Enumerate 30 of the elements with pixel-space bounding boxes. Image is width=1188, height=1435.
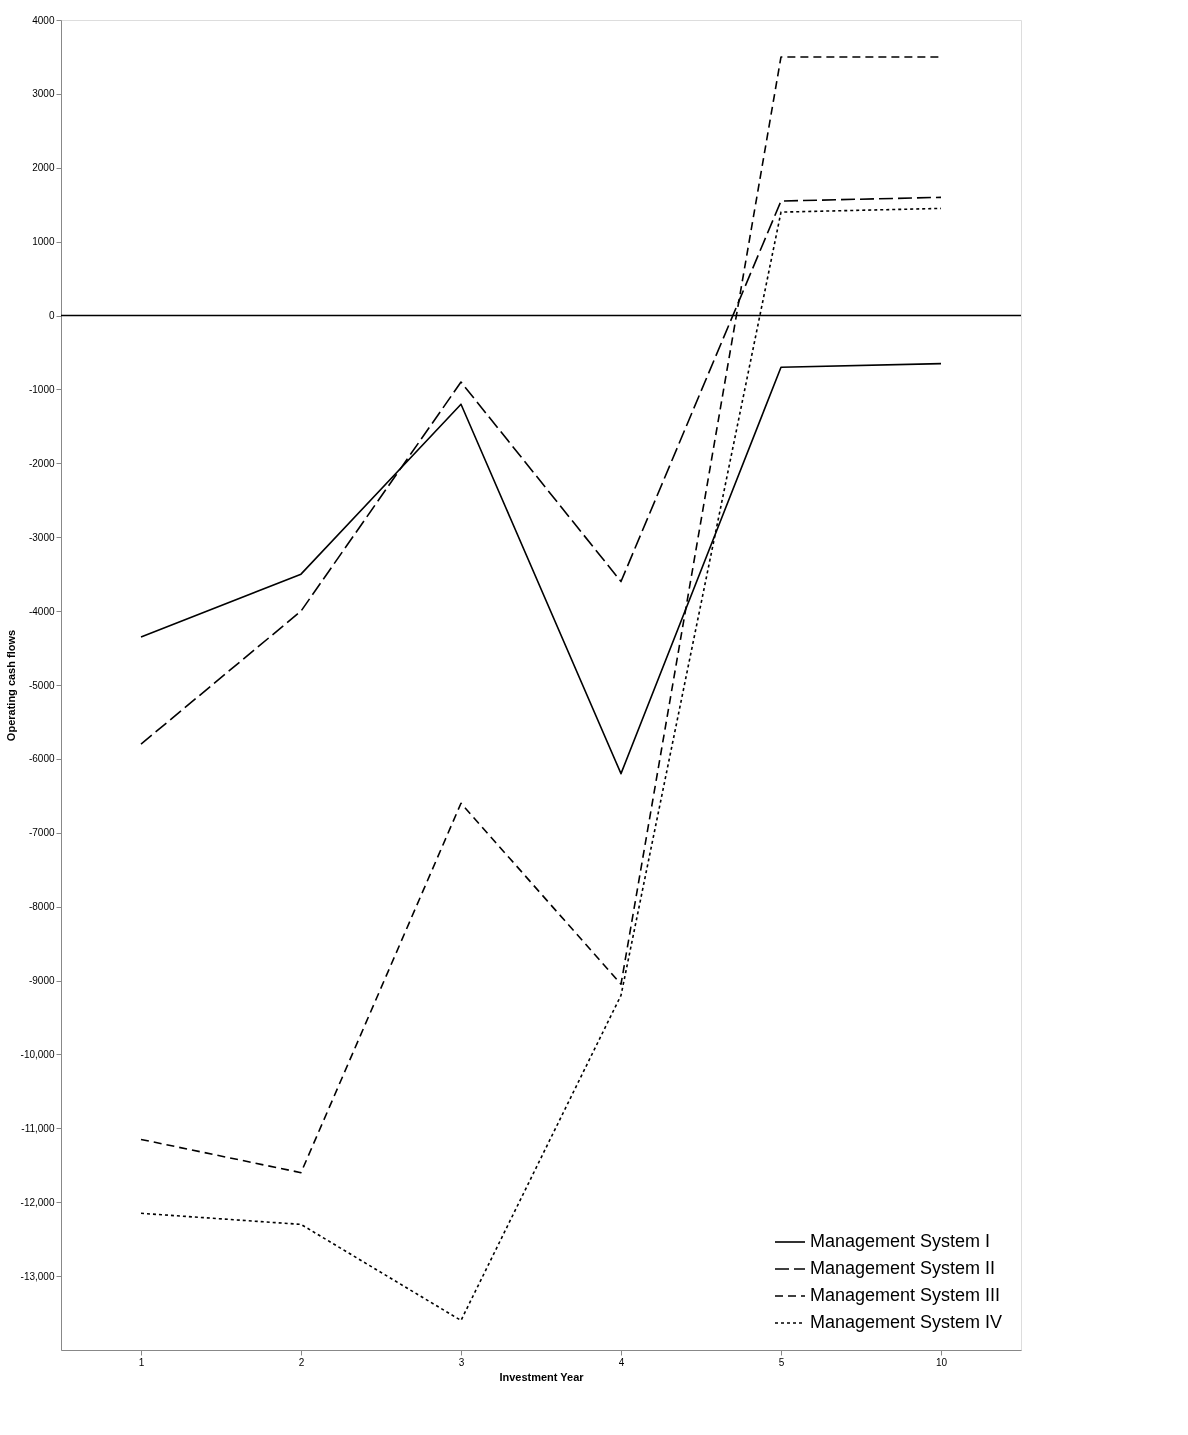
y-tick-label: -11,000 xyxy=(21,1122,55,1134)
y-tick-label: 2000 xyxy=(32,162,55,174)
y-tick-label: -8000 xyxy=(28,901,55,913)
y-tick-label: -9000 xyxy=(28,975,55,987)
y-tick-label: -3000 xyxy=(28,531,55,543)
y-tick-label: -6000 xyxy=(28,753,55,765)
y-tick-label: 0 xyxy=(48,310,55,322)
x-tick-label: 10 xyxy=(935,1356,948,1368)
y-tick-label: -7000 xyxy=(28,827,55,839)
legend-label: Management System II xyxy=(810,1258,996,1278)
y-tick-label: -10,000 xyxy=(20,1048,55,1060)
x-tick-label: 2 xyxy=(298,1356,305,1368)
y-tick-label: -1000 xyxy=(28,383,55,395)
y-tick-label: 3000 xyxy=(32,88,55,100)
y-tick-label: -13,000 xyxy=(20,1270,55,1282)
legend-label: Management System I xyxy=(810,1231,991,1251)
y-axis-title: Operating cash flows xyxy=(4,629,17,742)
x-axis-title: Investment Year xyxy=(499,1370,585,1383)
x-tick-label: 5 xyxy=(778,1356,785,1368)
y-tick-label: -4000 xyxy=(28,605,55,617)
x-tick-label: 1 xyxy=(138,1356,145,1368)
x-tick-label: 4 xyxy=(618,1356,625,1368)
legend-label: Management System III xyxy=(810,1285,1001,1305)
y-tick-label: -5000 xyxy=(28,679,55,691)
y-tick-label: -2000 xyxy=(28,457,55,469)
y-tick-label: 4000 xyxy=(32,14,55,26)
x-tick-label: 3 xyxy=(458,1356,465,1368)
y-tick-label: 1000 xyxy=(32,236,55,248)
y-tick-label: -12,000 xyxy=(20,1196,55,1208)
legend-label: Management System IV xyxy=(810,1312,1003,1332)
